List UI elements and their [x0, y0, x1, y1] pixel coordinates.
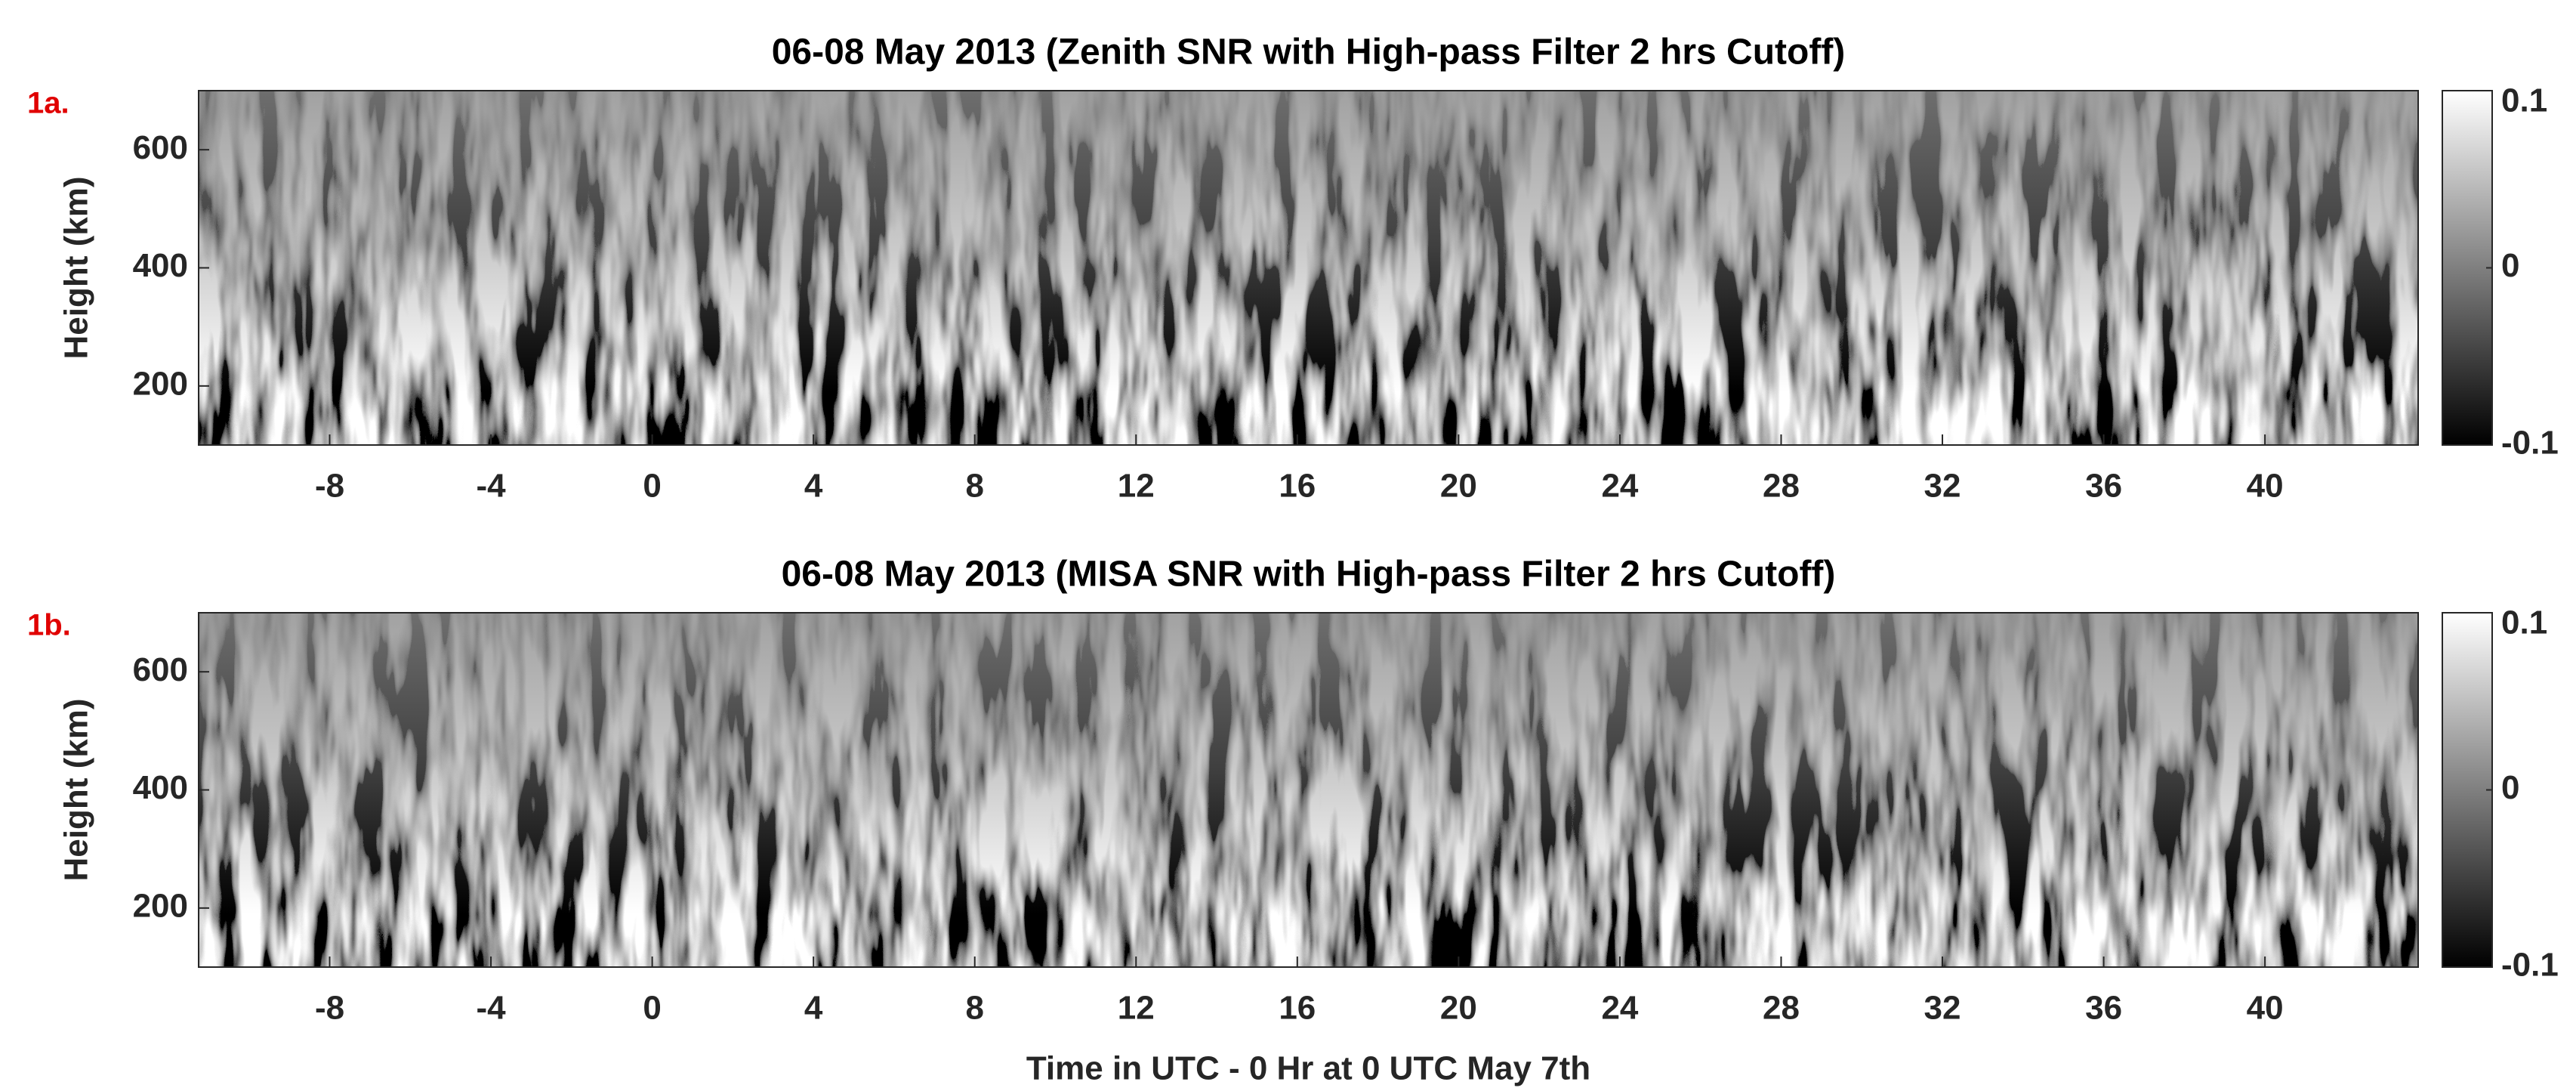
x-tick-label: 8 — [965, 468, 983, 505]
x-tick-label: -8 — [315, 468, 344, 505]
x-tick-label: 16 — [1279, 468, 1316, 505]
x-tick-label: 24 — [1601, 468, 1638, 505]
x-tick-label: 4 — [804, 468, 823, 505]
panel-label: 1a. — [27, 87, 69, 120]
panel-label: 1b. — [27, 609, 71, 642]
y-tick-label: 200 — [133, 365, 188, 402]
x-tick-label: 12 — [1118, 468, 1155, 505]
y-axis-label: Height (km) — [58, 177, 95, 360]
y-tick-label: 400 — [133, 247, 188, 284]
colorbar-tick-label: 0 — [2501, 247, 2519, 284]
x-tick-label: 24 — [1601, 990, 1638, 1027]
y-tick-label: 600 — [133, 129, 188, 166]
x-tick-label: 40 — [2247, 990, 2284, 1027]
colorbar — [2442, 612, 2493, 968]
x-tick-label: 28 — [1763, 990, 1800, 1027]
y-tick-label: 200 — [133, 887, 188, 924]
x-tick-label: 0 — [643, 468, 661, 505]
x-tick-label: 32 — [1924, 468, 1961, 505]
x-tick-label: 0 — [643, 990, 661, 1027]
x-tick-label: 20 — [1440, 990, 1477, 1027]
x-tick-label: -4 — [476, 468, 506, 505]
x-tick-label: 12 — [1118, 990, 1155, 1027]
colorbar-tick-label: 0 — [2501, 769, 2519, 806]
colorbar — [2442, 90, 2493, 446]
heatmap-shade — [199, 91, 2418, 445]
colorbar-tick-label: -0.1 — [2501, 425, 2559, 462]
x-tick-label: 28 — [1763, 468, 1800, 505]
colorbar-tick-label: 0.1 — [2501, 604, 2547, 641]
chart-title: 06-08 May 2013 (MISA SNR with High-pass … — [782, 555, 1836, 595]
x-tick-label: 8 — [965, 990, 983, 1027]
colorbar-tick-label: -0.1 — [2501, 947, 2559, 984]
colorbar-tick-label: 0.1 — [2501, 82, 2547, 119]
x-tick-label: 36 — [2085, 468, 2122, 505]
x-tick-label: 4 — [804, 990, 823, 1027]
y-tick-label: 600 — [133, 651, 188, 688]
x-tick-label: 16 — [1279, 990, 1316, 1027]
x-axis-label: Time in UTC - 0 Hr at 0 UTC May 7th — [1026, 1050, 1590, 1087]
y-tick-label: 400 — [133, 769, 188, 806]
heatmap-shade — [199, 613, 2418, 967]
chart-title: 06-08 May 2013 (Zenith SNR with High-pas… — [772, 32, 1846, 73]
x-tick-label: -4 — [476, 990, 506, 1027]
x-tick-label: 40 — [2247, 468, 2284, 505]
x-tick-label: 36 — [2085, 990, 2122, 1027]
y-axis-label: Height (km) — [58, 699, 95, 882]
x-tick-label: 20 — [1440, 468, 1477, 505]
x-tick-label: -8 — [315, 990, 344, 1027]
x-tick-label: 32 — [1924, 990, 1961, 1027]
